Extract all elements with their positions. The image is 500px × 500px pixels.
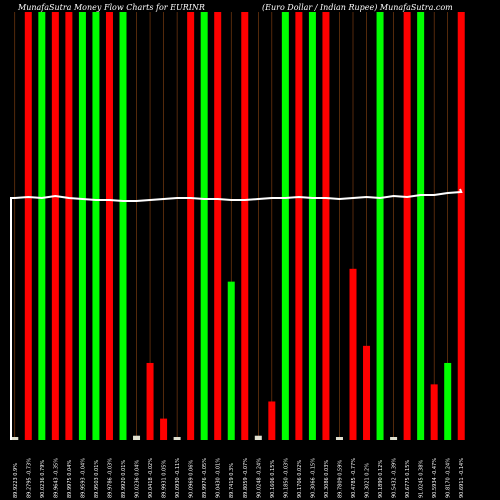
x-tick-label: 90.0236 0.04% xyxy=(135,460,141,498)
bar-down xyxy=(430,384,438,440)
bar-up xyxy=(376,12,384,440)
bar-down xyxy=(160,418,168,440)
bar-down xyxy=(457,12,465,440)
x-tick-label: 90.0969 0.06% xyxy=(189,460,195,498)
x-tick-label: 89.9976 -0.05% xyxy=(202,458,208,498)
x-tick-label: 89.8059 -0.07% xyxy=(243,458,249,498)
x-tick-label: 89.9223 0.9% xyxy=(13,463,19,498)
bar-down xyxy=(187,12,195,440)
bar-down xyxy=(322,12,330,440)
bar-down xyxy=(24,12,32,440)
bar-down xyxy=(268,401,276,440)
x-tick-label: 89.9920 0.01% xyxy=(121,460,127,498)
bar-up xyxy=(11,437,19,440)
bar-up xyxy=(254,435,262,440)
x-tick-label: 90.3021 0.2% xyxy=(365,463,371,498)
bar-down xyxy=(349,268,357,440)
bar-down xyxy=(363,345,371,440)
x-tick-label: 90.0430 -0.01% xyxy=(216,458,222,498)
x-tick-label: 89.9975 0.04% xyxy=(67,460,73,498)
x-tick-label: 90.5432 -0.39% xyxy=(392,458,398,498)
bar-up xyxy=(417,12,425,440)
bar-down xyxy=(105,12,113,440)
x-tick-label: 89.9643 -0.35% xyxy=(53,458,59,498)
x-tick-label: 89.2795 -0.73% xyxy=(26,458,32,498)
bar-up xyxy=(78,12,86,440)
bar-down xyxy=(146,362,154,440)
bar-up xyxy=(281,12,289,440)
x-tick-label: 90.0248 -0.24% xyxy=(256,458,262,498)
price-line-path xyxy=(10,188,463,440)
bar-up xyxy=(444,362,452,440)
bar-down xyxy=(403,12,411,440)
x-tick-label: 89.9593 -0.04% xyxy=(80,458,86,498)
bar-up xyxy=(390,437,398,440)
bar-up xyxy=(308,12,316,440)
x-tick-label: 90.0236 0.79% xyxy=(40,460,46,498)
bar-up xyxy=(38,12,46,440)
bar-up xyxy=(227,281,235,440)
x-tick-label: 90.6911 -0.14% xyxy=(459,458,465,498)
x-tick-label: 90.1606 0.15% xyxy=(270,460,276,498)
x-tick-label: 91.0245 0.38% xyxy=(419,460,425,498)
x-tick-label: 90.8170 -0.24% xyxy=(446,458,452,498)
bar-down xyxy=(51,12,59,440)
chart-title-right: (Euro Dollar / Indian Rupee) MunafaSutra… xyxy=(262,3,453,12)
x-tick-label: 89.9786 -0.03% xyxy=(107,458,113,498)
x-tick-label: 90.5934 -0.47% xyxy=(432,458,438,498)
x-tick-labels: 89.9223 0.9% 89.2795 -0.73% 90.0236 0.79% 8… xyxy=(13,458,465,498)
x-tick-label: 90.1706 0.02% xyxy=(297,460,303,498)
bar-up xyxy=(92,12,100,440)
bar-up xyxy=(173,437,181,440)
bar-up xyxy=(200,12,208,440)
x-tick-label: 89.9931 0.05% xyxy=(162,460,168,498)
bar-down xyxy=(241,12,249,440)
x-tick-label: 90.3086 0.03% xyxy=(324,460,330,498)
x-tick-label: 90.4785 -0.77% xyxy=(351,458,357,498)
x-tick-label: 90.1890 0.12% xyxy=(378,460,384,498)
bar-series xyxy=(11,12,465,440)
bar-up xyxy=(119,12,127,440)
x-tick-label: 89.9503 0.01% xyxy=(94,460,100,498)
x-tick-label: 90.3066 -0.15% xyxy=(310,458,316,498)
x-tick-label: 89.7419 0.3% xyxy=(229,463,235,498)
bar-up xyxy=(133,435,141,440)
x-tick-label: 90.1850 -0.03% xyxy=(283,458,289,498)
x-tick-label: 90.0418 -0.02% xyxy=(148,458,154,498)
chart-title-left: MunafaSutra Money Flow Charts for EURINR xyxy=(17,3,205,12)
bar-down xyxy=(295,12,303,440)
bar-up xyxy=(335,437,343,440)
x-tick-label: 89.7809 0.59% xyxy=(337,460,343,498)
price-line xyxy=(10,188,463,440)
x-tick-label: 90.6775 0.15% xyxy=(405,460,411,498)
x-tick-label: 90.0930 -0.11% xyxy=(175,458,181,498)
bar-down xyxy=(65,12,73,440)
bar-down xyxy=(214,12,222,440)
